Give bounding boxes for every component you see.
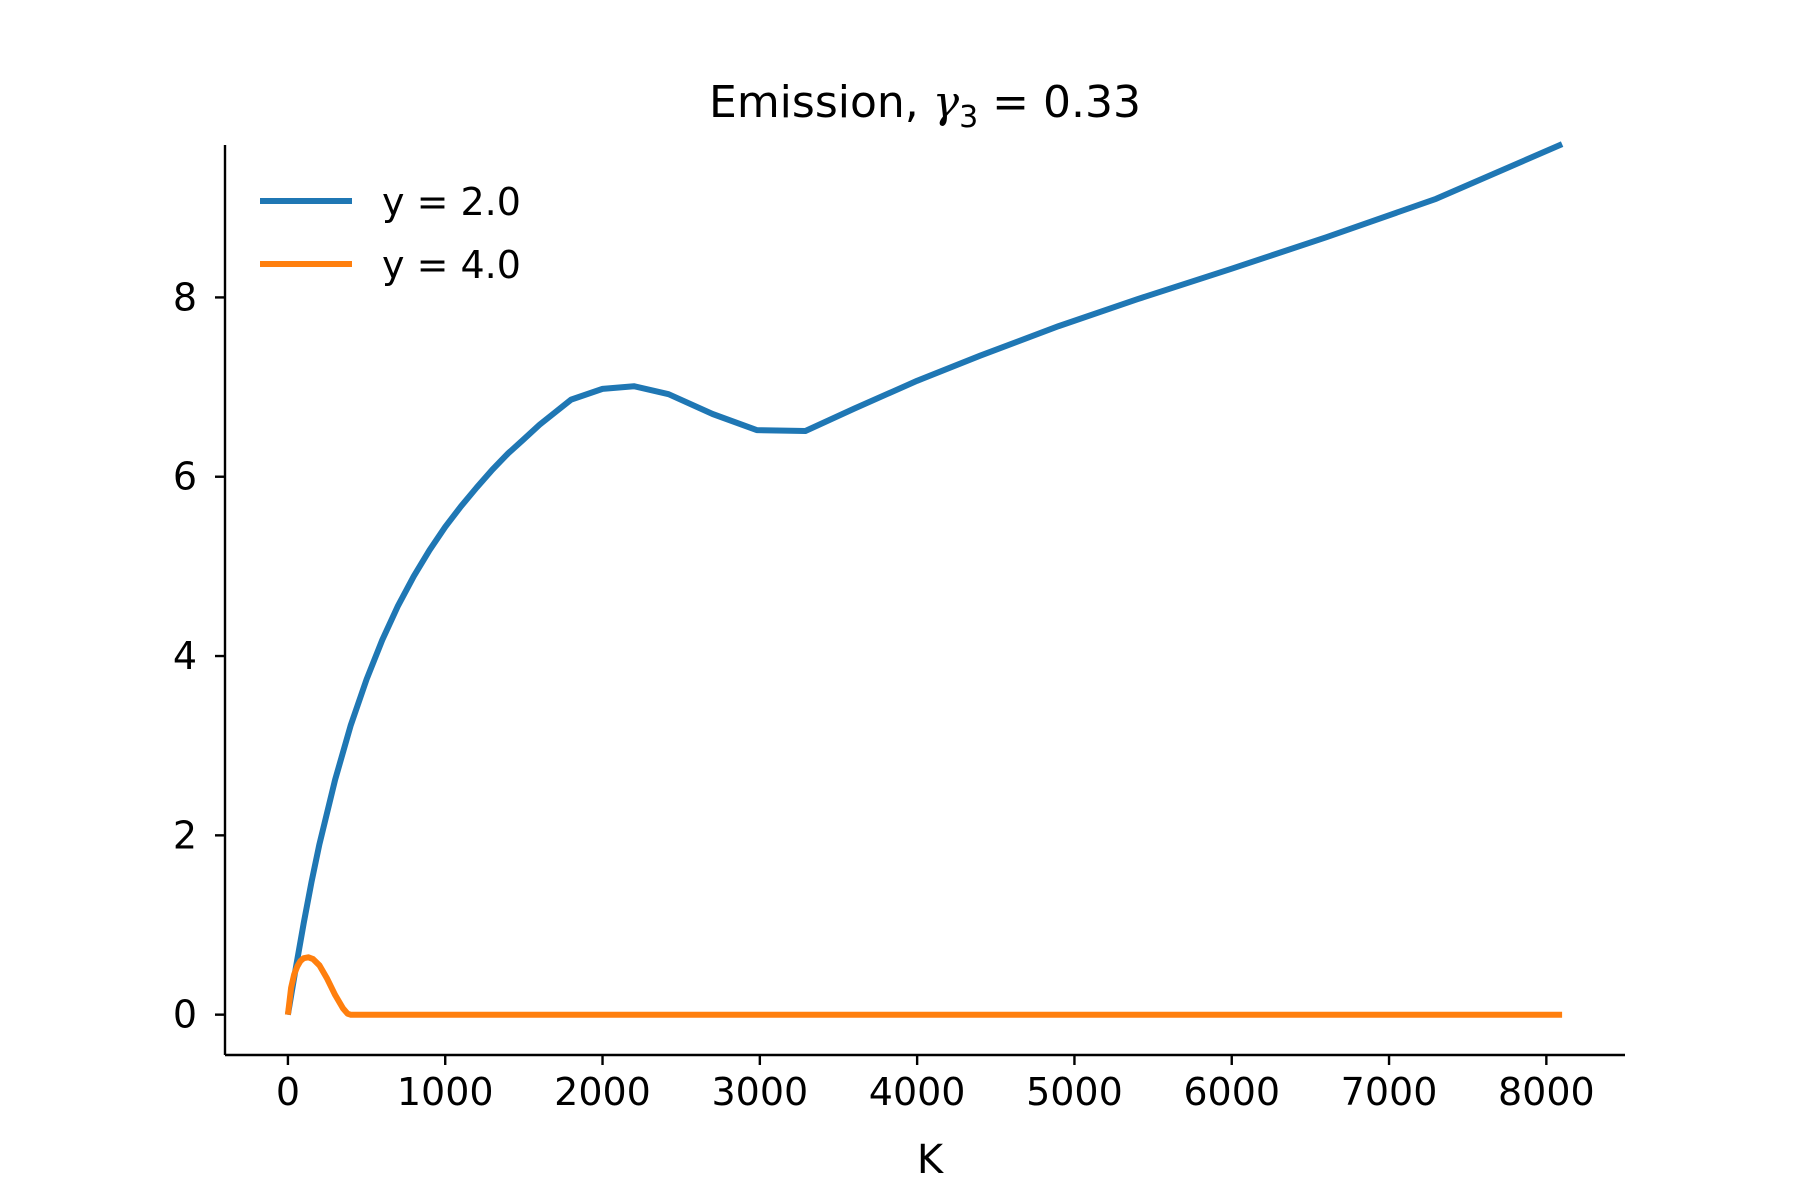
- chart-title-symbol: γ: [933, 77, 960, 128]
- x-tick-label: 4000: [869, 1070, 966, 1114]
- y-tick-label: 4: [173, 634, 197, 678]
- legend-label-2: y = 4.0: [382, 243, 521, 287]
- chart-title: Emission, γ3 = 0.33: [709, 77, 1141, 135]
- chart-title-prefix: Emission,: [709, 77, 933, 128]
- x-tick-label: 8000: [1498, 1070, 1595, 1114]
- x-tick-label: 0: [276, 1070, 300, 1114]
- x-axis: 0 1000 2000 3000 4000 5000 6000 7000 8000: [225, 1053, 1625, 1114]
- y-tick-label: 0: [173, 993, 197, 1037]
- plot-area: [284, 141, 1564, 1018]
- x-tick-label: 5000: [1026, 1070, 1123, 1114]
- chart-title-suffix: = 0.33: [978, 77, 1141, 128]
- legend-label-1: y = 2.0: [382, 180, 521, 224]
- x-tick-label: 2000: [554, 1070, 651, 1114]
- series-line-2: [284, 954, 1563, 1018]
- y-tick-label: 6: [173, 455, 197, 499]
- x-tick-label: 6000: [1183, 1070, 1280, 1114]
- y-tick-label: 8: [173, 275, 197, 319]
- series-line-1: [284, 141, 1564, 1016]
- legend: y = 2.0 y = 4.0: [260, 180, 521, 287]
- y-axis: 0 2 4 6 8: [173, 145, 227, 1055]
- chart-title-subscript: 3: [959, 100, 978, 135]
- x-tick-label: 3000: [711, 1070, 808, 1114]
- x-axis-label: K: [917, 1137, 945, 1183]
- y-tick-label: 2: [173, 813, 197, 857]
- x-tick-label: 1000: [397, 1070, 494, 1114]
- x-tick-label: 7000: [1341, 1070, 1438, 1114]
